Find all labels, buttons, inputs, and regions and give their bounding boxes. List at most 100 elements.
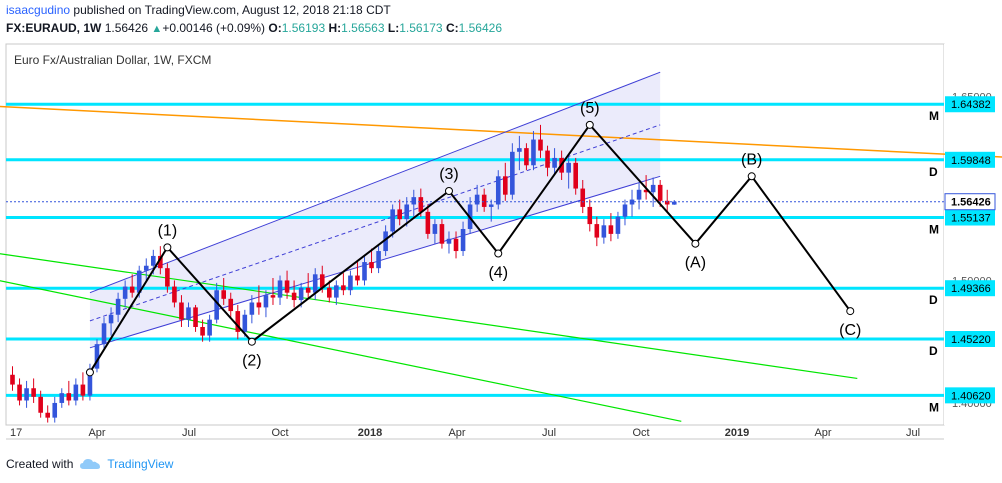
candle-body: [538, 139, 543, 151]
wave-label: (4): [488, 264, 508, 281]
candle-body: [362, 262, 367, 281]
candle-body: [214, 290, 219, 320]
level-price-label: 1.55137: [951, 213, 991, 225]
candle-body: [531, 139, 536, 166]
candle-body: [671, 201, 677, 205]
wave-point: [585, 120, 594, 129]
candle-body: [256, 302, 262, 308]
x-tick-label: Jul: [906, 427, 920, 439]
level-price-tag: [945, 280, 995, 297]
candle-body: [235, 311, 241, 332]
wave-label: (3): [439, 166, 459, 183]
high-label: H:: [328, 21, 342, 35]
candle-body: [73, 384, 79, 401]
channel-mid-line: [89, 124, 661, 322]
candle-body: [45, 412, 50, 418]
wave-label: (C): [839, 322, 861, 339]
candle-body: [524, 148, 529, 166]
candle-body: [151, 255, 156, 266]
candle-body: [425, 211, 431, 234]
level-tag: D: [929, 165, 938, 179]
candle-body: [143, 265, 149, 271]
wave-point: [691, 239, 700, 248]
candle-body: [207, 319, 212, 336]
open-label: O:: [268, 21, 282, 35]
candle-body: [312, 274, 318, 293]
level-price-tag: [945, 387, 995, 404]
candle-body: [228, 298, 234, 312]
level-tag: M: [929, 223, 939, 237]
up-arrow-icon: ▲: [151, 23, 163, 35]
candle-body: [200, 326, 205, 336]
candle-body: [334, 285, 339, 298]
symbol-info: FX:EURAUD, 1W 1.56426 ▲+0.00146 (+0.09%)…: [6, 21, 502, 35]
level-price-label: 1.45220: [951, 334, 991, 346]
username-link[interactable]: isaacgudino: [6, 3, 71, 17]
candle-body: [136, 270, 142, 293]
candle-body: [129, 286, 135, 293]
candle-body: [348, 275, 353, 291]
low-label: L:: [387, 21, 400, 35]
candle-body: [249, 302, 255, 315]
candle-body: [460, 228, 466, 252]
candle-body: [38, 396, 43, 413]
candle-body: [165, 268, 170, 287]
candle-body: [179, 302, 184, 320]
wave-point: [444, 187, 453, 196]
candle-body: [17, 384, 22, 401]
level-price-label: 1.40620: [951, 390, 991, 402]
candle-body: [615, 216, 621, 234]
candle-body: [608, 225, 614, 234]
wave-point: [247, 337, 256, 346]
tradingview-link[interactable]: TradingView: [107, 457, 174, 471]
candle-body: [221, 290, 226, 299]
candle-body: [390, 209, 395, 232]
published-text: published on TradingView.com, August 12,…: [73, 3, 391, 17]
candle-body: [270, 295, 276, 298]
wave-label: (5): [580, 100, 600, 117]
tradingview-cloud-icon: [80, 459, 101, 469]
candle-body: [172, 286, 177, 303]
candle-body: [664, 200, 670, 205]
candle-body: [158, 255, 163, 269]
level-tag: D: [929, 344, 938, 358]
level-price-label: 1.49366: [951, 283, 991, 295]
candle-body: [101, 323, 107, 345]
publish-info: isaacgudino published on TradingView.com…: [6, 3, 391, 17]
candle-body: [298, 287, 304, 301]
level-price-tag: [945, 96, 995, 113]
candle-body: [87, 368, 93, 396]
candle-body: [369, 262, 374, 269]
candle-body: [650, 184, 656, 193]
candle-body: [510, 151, 515, 195]
close-value: 1.56426: [458, 21, 503, 35]
candle-body: [643, 189, 649, 193]
candle-body: [580, 188, 586, 207]
candle-body: [327, 287, 332, 298]
channel-fill: [89, 72, 661, 348]
level-price-label: 1.59848: [951, 155, 991, 167]
level-price-label: 1.64382: [951, 99, 991, 111]
channel-upper-line: [89, 71, 661, 294]
candle-body: [355, 275, 360, 281]
open-value: 1.56193: [281, 21, 326, 35]
candle-body: [411, 197, 417, 205]
current-price-label: 1.56426: [951, 197, 991, 209]
candle-body: [31, 388, 36, 397]
x-tick-label: 17: [10, 427, 22, 439]
candle-body: [383, 231, 388, 252]
green-trend-line: [0, 280, 682, 422]
candle-body: [305, 287, 311, 293]
candle-body: [291, 292, 297, 301]
candle-body: [629, 199, 635, 205]
candle-body: [122, 286, 128, 299]
price-change: +0.00146 (+0.09%): [162, 21, 266, 35]
candle-body: [284, 280, 290, 293]
candle-body: [59, 393, 65, 403]
wave-point: [85, 368, 94, 377]
level-tag: D: [929, 293, 938, 307]
candle-body: [573, 162, 578, 189]
high-value: 1.56563: [341, 21, 385, 35]
candle-body: [439, 224, 445, 244]
